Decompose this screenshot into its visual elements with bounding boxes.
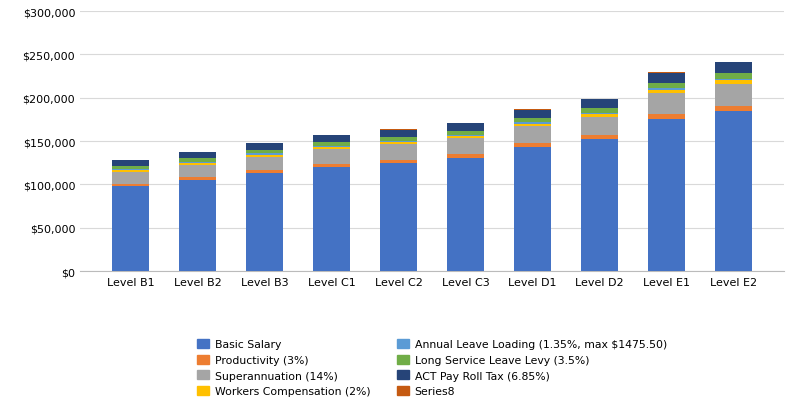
Bar (715, 81, 752, 84)
Bar (380, 143, 417, 145)
Bar (313, 168, 350, 271)
Bar (313, 150, 350, 164)
Bar (581, 136, 618, 140)
Bar (715, 84, 752, 107)
Bar (514, 148, 551, 271)
Bar (313, 164, 350, 168)
Bar (447, 158, 484, 271)
Bar (581, 114, 618, 115)
Bar (179, 181, 216, 271)
Bar (246, 155, 283, 157)
Bar (246, 171, 283, 174)
Bar (514, 127, 551, 144)
Bar (112, 184, 149, 187)
Bar (581, 118, 618, 136)
Bar (380, 163, 417, 271)
Bar (380, 160, 417, 163)
Bar (179, 178, 216, 181)
Bar (380, 130, 417, 138)
Bar (313, 143, 350, 147)
Bar (715, 80, 752, 81)
Bar (179, 165, 216, 178)
Bar (112, 171, 149, 172)
Bar (380, 145, 417, 160)
Bar (380, 138, 417, 142)
Bar (581, 100, 618, 109)
Bar (648, 115, 685, 119)
Bar (648, 84, 685, 89)
Legend: Basic Salary, Productivity (3%), Superannuation (14%), Workers Compensation (2%): Basic Salary, Productivity (3%), Superan… (194, 336, 670, 400)
Bar (179, 153, 216, 159)
Bar (581, 140, 618, 271)
Bar (246, 151, 283, 154)
Bar (648, 94, 685, 115)
Bar (246, 174, 283, 271)
Bar (447, 139, 484, 155)
Bar (179, 163, 216, 165)
Bar (179, 159, 216, 162)
Bar (112, 169, 149, 171)
Bar (447, 132, 484, 135)
Bar (313, 136, 350, 143)
Bar (112, 166, 149, 169)
Bar (112, 172, 149, 184)
Bar (112, 160, 149, 166)
Bar (581, 115, 618, 118)
Bar (715, 74, 752, 80)
Bar (246, 144, 283, 151)
Bar (447, 136, 484, 139)
Bar (514, 119, 551, 123)
Bar (447, 124, 484, 132)
Bar (380, 142, 417, 143)
Bar (179, 162, 216, 163)
Bar (648, 73, 685, 84)
Bar (581, 109, 618, 114)
Bar (313, 148, 350, 150)
Bar (246, 157, 283, 171)
Bar (514, 123, 551, 124)
Bar (313, 147, 350, 148)
Bar (246, 143, 283, 144)
Bar (514, 124, 551, 127)
Bar (648, 89, 685, 90)
Bar (648, 119, 685, 271)
Bar (514, 144, 551, 148)
Bar (715, 63, 752, 74)
Bar (715, 111, 752, 271)
Bar (715, 107, 752, 111)
Bar (514, 110, 551, 119)
Bar (648, 90, 685, 94)
Bar (447, 135, 484, 136)
Bar (179, 152, 216, 153)
Bar (447, 123, 484, 124)
Bar (447, 155, 484, 158)
Bar (246, 154, 283, 155)
Bar (112, 187, 149, 271)
